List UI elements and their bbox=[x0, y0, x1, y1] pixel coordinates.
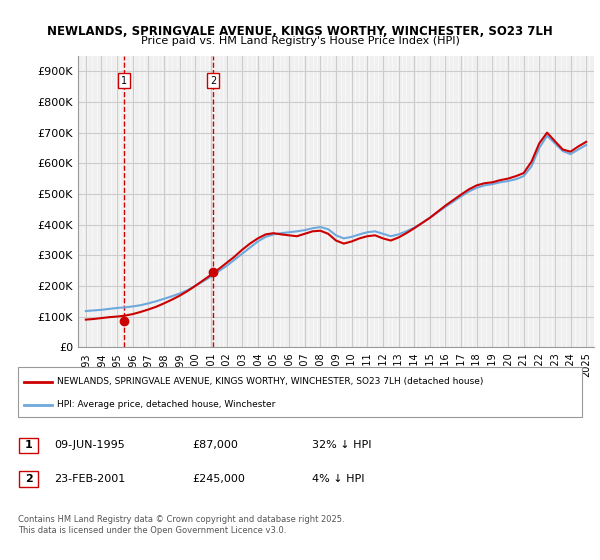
Text: 2: 2 bbox=[25, 474, 32, 484]
Text: 4% ↓ HPI: 4% ↓ HPI bbox=[312, 474, 365, 484]
Text: 23-FEB-2001: 23-FEB-2001 bbox=[54, 474, 125, 484]
Text: Contains HM Land Registry data © Crown copyright and database right 2025.
This d: Contains HM Land Registry data © Crown c… bbox=[18, 515, 344, 535]
FancyBboxPatch shape bbox=[19, 472, 38, 487]
Text: 09-JUN-1995: 09-JUN-1995 bbox=[54, 440, 125, 450]
Text: Price paid vs. HM Land Registry's House Price Index (HPI): Price paid vs. HM Land Registry's House … bbox=[140, 36, 460, 46]
Text: 1: 1 bbox=[25, 441, 32, 450]
FancyBboxPatch shape bbox=[19, 438, 38, 454]
FancyBboxPatch shape bbox=[18, 367, 582, 417]
Text: NEWLANDS, SPRINGVALE AVENUE, KINGS WORTHY, WINCHESTER, SO23 7LH (detached house): NEWLANDS, SPRINGVALE AVENUE, KINGS WORTH… bbox=[58, 377, 484, 386]
Text: £87,000: £87,000 bbox=[192, 440, 238, 450]
Text: 1: 1 bbox=[121, 76, 127, 86]
Text: HPI: Average price, detached house, Winchester: HPI: Average price, detached house, Winc… bbox=[58, 400, 276, 409]
Text: 2: 2 bbox=[210, 76, 216, 86]
Text: NEWLANDS, SPRINGVALE AVENUE, KINGS WORTHY, WINCHESTER, SO23 7LH: NEWLANDS, SPRINGVALE AVENUE, KINGS WORTH… bbox=[47, 25, 553, 38]
Text: 32% ↓ HPI: 32% ↓ HPI bbox=[312, 440, 371, 450]
Text: £245,000: £245,000 bbox=[192, 474, 245, 484]
